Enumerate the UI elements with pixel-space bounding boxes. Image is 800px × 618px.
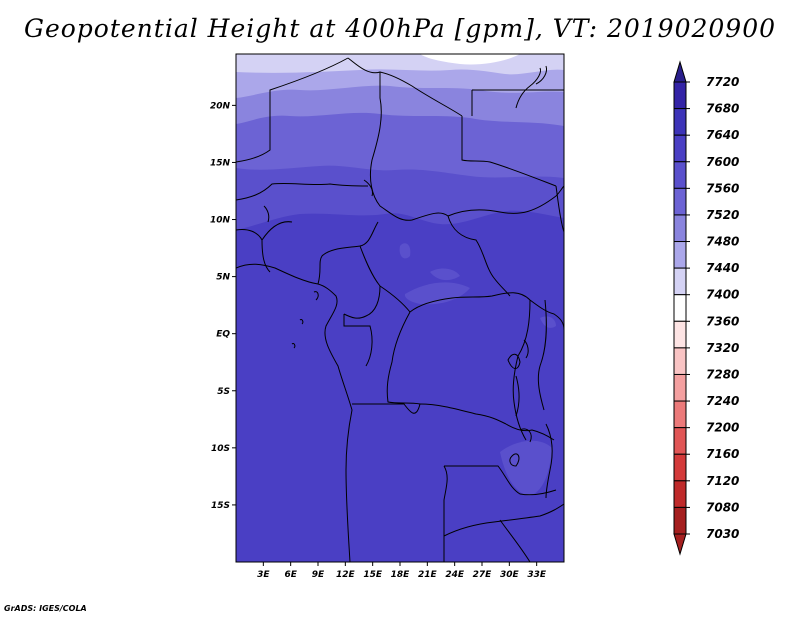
lat-tick-label: 20N bbox=[210, 101, 231, 111]
colorbar: 7720 7680 7640 7600 7560 7520 7480 7440 7400 7360… bbox=[673, 60, 739, 556]
lon-tick-label: 3E bbox=[257, 570, 270, 580]
lat-tick-label: 15N bbox=[210, 158, 231, 168]
lon-tick-label: 27E bbox=[473, 570, 493, 580]
colorbar-segment bbox=[673, 187, 687, 216]
lon-tick-label: 33E bbox=[527, 570, 547, 580]
longitude-axis: 3E 6E 9E 12E 15E 18E 21E 24E 27E 30E 33E bbox=[257, 562, 547, 580]
colorbar-label: 7030 bbox=[706, 527, 739, 541]
colorbar-label: 7720 bbox=[706, 75, 739, 89]
grads-credit: GrADS: IGES/COLA bbox=[4, 604, 87, 613]
colorbar-segment bbox=[673, 81, 687, 110]
colorbar-segment bbox=[673, 134, 687, 163]
lat-tick-label: EQ bbox=[216, 330, 230, 340]
borders bbox=[236, 57, 564, 562]
band-top bbox=[420, 54, 520, 65]
lon-tick-label: 24E bbox=[445, 570, 465, 580]
colorbar-label: 7160 bbox=[706, 447, 739, 461]
colorbar-segment bbox=[673, 241, 687, 269]
colorbar-label: 7600 bbox=[706, 155, 739, 169]
lon-tick-label: 6E bbox=[284, 570, 297, 580]
latitude-axis: 20N 15N 10N 5N EQ 5S 10S 15S bbox=[210, 101, 236, 511]
lat-tick-label: 5S bbox=[217, 387, 230, 397]
colorbar-label: 7400 bbox=[706, 288, 739, 302]
lat-tick-label: 5N bbox=[216, 273, 230, 283]
lat-tick-label: 10N bbox=[210, 216, 231, 226]
colorbar-label: 7440 bbox=[706, 261, 739, 275]
lon-tick-label: 21E bbox=[418, 570, 438, 580]
colorbar-segment bbox=[673, 453, 687, 482]
colorbar-segment bbox=[673, 214, 687, 243]
colorbar-segment bbox=[673, 108, 687, 136]
colorbar-label: 7560 bbox=[706, 181, 739, 195]
colorbar-segment bbox=[673, 267, 687, 296]
colorbar-label: 7320 bbox=[706, 341, 739, 355]
colorbar-label: 7520 bbox=[706, 208, 739, 222]
colorbar-label: 7120 bbox=[706, 474, 739, 488]
colorbar-label: 7680 bbox=[706, 102, 739, 116]
colorbar-top-arrow bbox=[673, 60, 687, 83]
colorbar-segment bbox=[673, 294, 687, 322]
lon-tick-label: 12E bbox=[336, 570, 356, 580]
colorbar-label: 7280 bbox=[706, 367, 739, 381]
colorbar-segment bbox=[673, 427, 687, 455]
colorbar-label: 7200 bbox=[706, 421, 739, 435]
colorbar-segment bbox=[673, 347, 687, 375]
lon-tick-label: 9E bbox=[312, 570, 325, 580]
colorbar-segment bbox=[673, 400, 687, 429]
colorbar-label: 7080 bbox=[706, 500, 739, 514]
map-title: Geopotential Height at 400hPa [gpm], VT:… bbox=[23, 14, 777, 43]
lat-tick-label: 15S bbox=[211, 501, 230, 511]
height-field bbox=[236, 54, 564, 562]
lon-tick-label: 15E bbox=[363, 570, 383, 580]
lat-tick-label: 10S bbox=[211, 444, 230, 454]
colorbar-segment bbox=[673, 161, 687, 189]
colorbar-label: 7480 bbox=[706, 235, 739, 249]
colorbar-label: 7360 bbox=[706, 314, 739, 328]
colorbar-label: 7640 bbox=[706, 128, 739, 142]
colorbar-segment bbox=[673, 480, 687, 508]
colorbar-label: 7240 bbox=[706, 394, 739, 408]
lon-tick-label: 18E bbox=[391, 570, 411, 580]
colorbar-bottom-arrow bbox=[673, 533, 687, 556]
colorbar-segment bbox=[673, 506, 687, 535]
lon-tick-label: 30E bbox=[500, 570, 520, 580]
colorbar-segment bbox=[673, 373, 687, 402]
colorbar-segment bbox=[673, 320, 687, 349]
